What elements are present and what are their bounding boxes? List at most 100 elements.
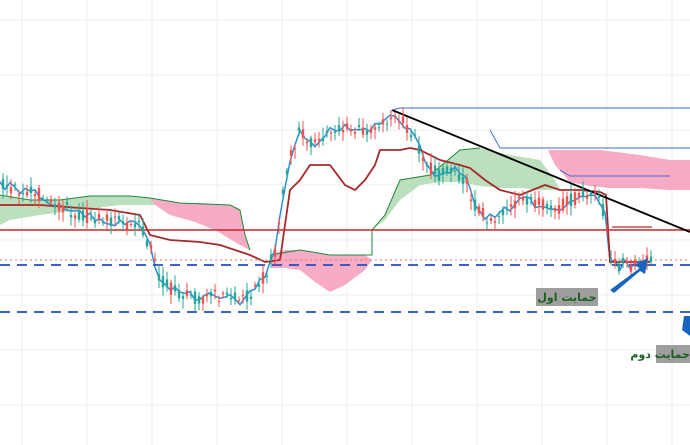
candle-body [245, 290, 249, 302]
candle-body [333, 131, 337, 134]
candle-body [389, 117, 393, 120]
support2-label-box [656, 345, 690, 363]
candle-body [537, 197, 541, 206]
candle-body [353, 131, 357, 134]
candle-body [249, 296, 253, 300]
candle-body [237, 299, 241, 301]
candle-body [269, 254, 273, 261]
candle-body [173, 285, 177, 292]
candle-body [9, 187, 13, 194]
candle-body [585, 195, 589, 199]
candle-body [125, 222, 129, 230]
candle-body [289, 150, 293, 156]
candle-body [161, 276, 165, 288]
candle-body [441, 167, 445, 176]
candle-body [377, 127, 381, 129]
candle-body [301, 129, 305, 138]
candle-body [489, 218, 493, 221]
candle-body [397, 121, 401, 123]
candle-body [29, 186, 33, 194]
candle-body [177, 290, 181, 299]
candle-body [325, 131, 329, 133]
candle-body [217, 300, 221, 302]
candle-body [517, 196, 521, 199]
candle-body [369, 128, 373, 133]
candle-body [133, 223, 137, 228]
candle-body [141, 226, 145, 236]
candle-body [309, 137, 313, 148]
candle-body [429, 162, 433, 175]
candle-body [405, 124, 409, 133]
candle-body [113, 216, 117, 218]
candle-body [473, 199, 477, 211]
candle-body [109, 217, 113, 226]
candle-body [25, 191, 29, 196]
candle-body [605, 229, 609, 231]
candle-body [165, 279, 169, 288]
candle-body [341, 129, 345, 133]
candle-body [501, 210, 505, 216]
candle-body [625, 260, 629, 264]
cloud-bear-1 [150, 198, 250, 250]
trendline [391, 109, 690, 233]
candle-body [445, 166, 449, 174]
candle-body [201, 297, 205, 304]
candle-body [485, 222, 489, 224]
candle-body [93, 220, 97, 224]
candle-body [317, 138, 321, 141]
candle-body [185, 290, 189, 296]
candle-body [529, 196, 533, 200]
candle-body [257, 284, 261, 287]
candle-body [205, 294, 209, 297]
candle-body [169, 282, 173, 295]
candle-body [149, 244, 153, 249]
candle-body [457, 174, 461, 181]
candle-body [73, 215, 77, 219]
candle-body [233, 292, 237, 301]
candle-body [337, 125, 341, 131]
candle-body [357, 125, 361, 128]
candle-body [381, 119, 385, 125]
candle-body [105, 214, 109, 221]
candle-body [533, 199, 537, 208]
candle-body [225, 292, 229, 295]
candle-body [97, 214, 101, 220]
candle-body [17, 194, 21, 196]
candle-body [61, 205, 65, 213]
tenkan-sen [0, 114, 651, 306]
candle-body [313, 139, 317, 143]
support1-label-box [536, 288, 598, 306]
candle-body [21, 192, 25, 195]
candle-body [89, 217, 93, 219]
candle-body [393, 115, 397, 118]
candle-body [213, 289, 217, 292]
candle-body [649, 256, 653, 262]
candle-body [417, 144, 421, 154]
candle-body [265, 276, 269, 278]
proj-line-3 [559, 169, 670, 177]
candle-body [601, 203, 605, 216]
candle-body [81, 210, 85, 221]
candle-body [589, 193, 593, 195]
candle-body [525, 197, 529, 205]
candle-body [413, 134, 417, 136]
candle-body [253, 284, 257, 286]
candle-body [461, 176, 465, 184]
candle-body [137, 220, 141, 223]
candle-body [401, 116, 405, 124]
candle-body [297, 127, 301, 131]
candle-body [361, 127, 365, 135]
candle-body [621, 258, 625, 263]
candle-body [193, 291, 197, 305]
candle-body [197, 296, 201, 304]
candle-body [305, 141, 309, 144]
candle-body [277, 222, 281, 225]
candle-body [545, 203, 549, 208]
candle-body [561, 198, 565, 211]
proj-line-1 [391, 107, 690, 111]
candle-body [409, 135, 413, 138]
candle-body [481, 208, 485, 217]
candle-body [349, 129, 353, 132]
candle-body [1, 179, 5, 190]
